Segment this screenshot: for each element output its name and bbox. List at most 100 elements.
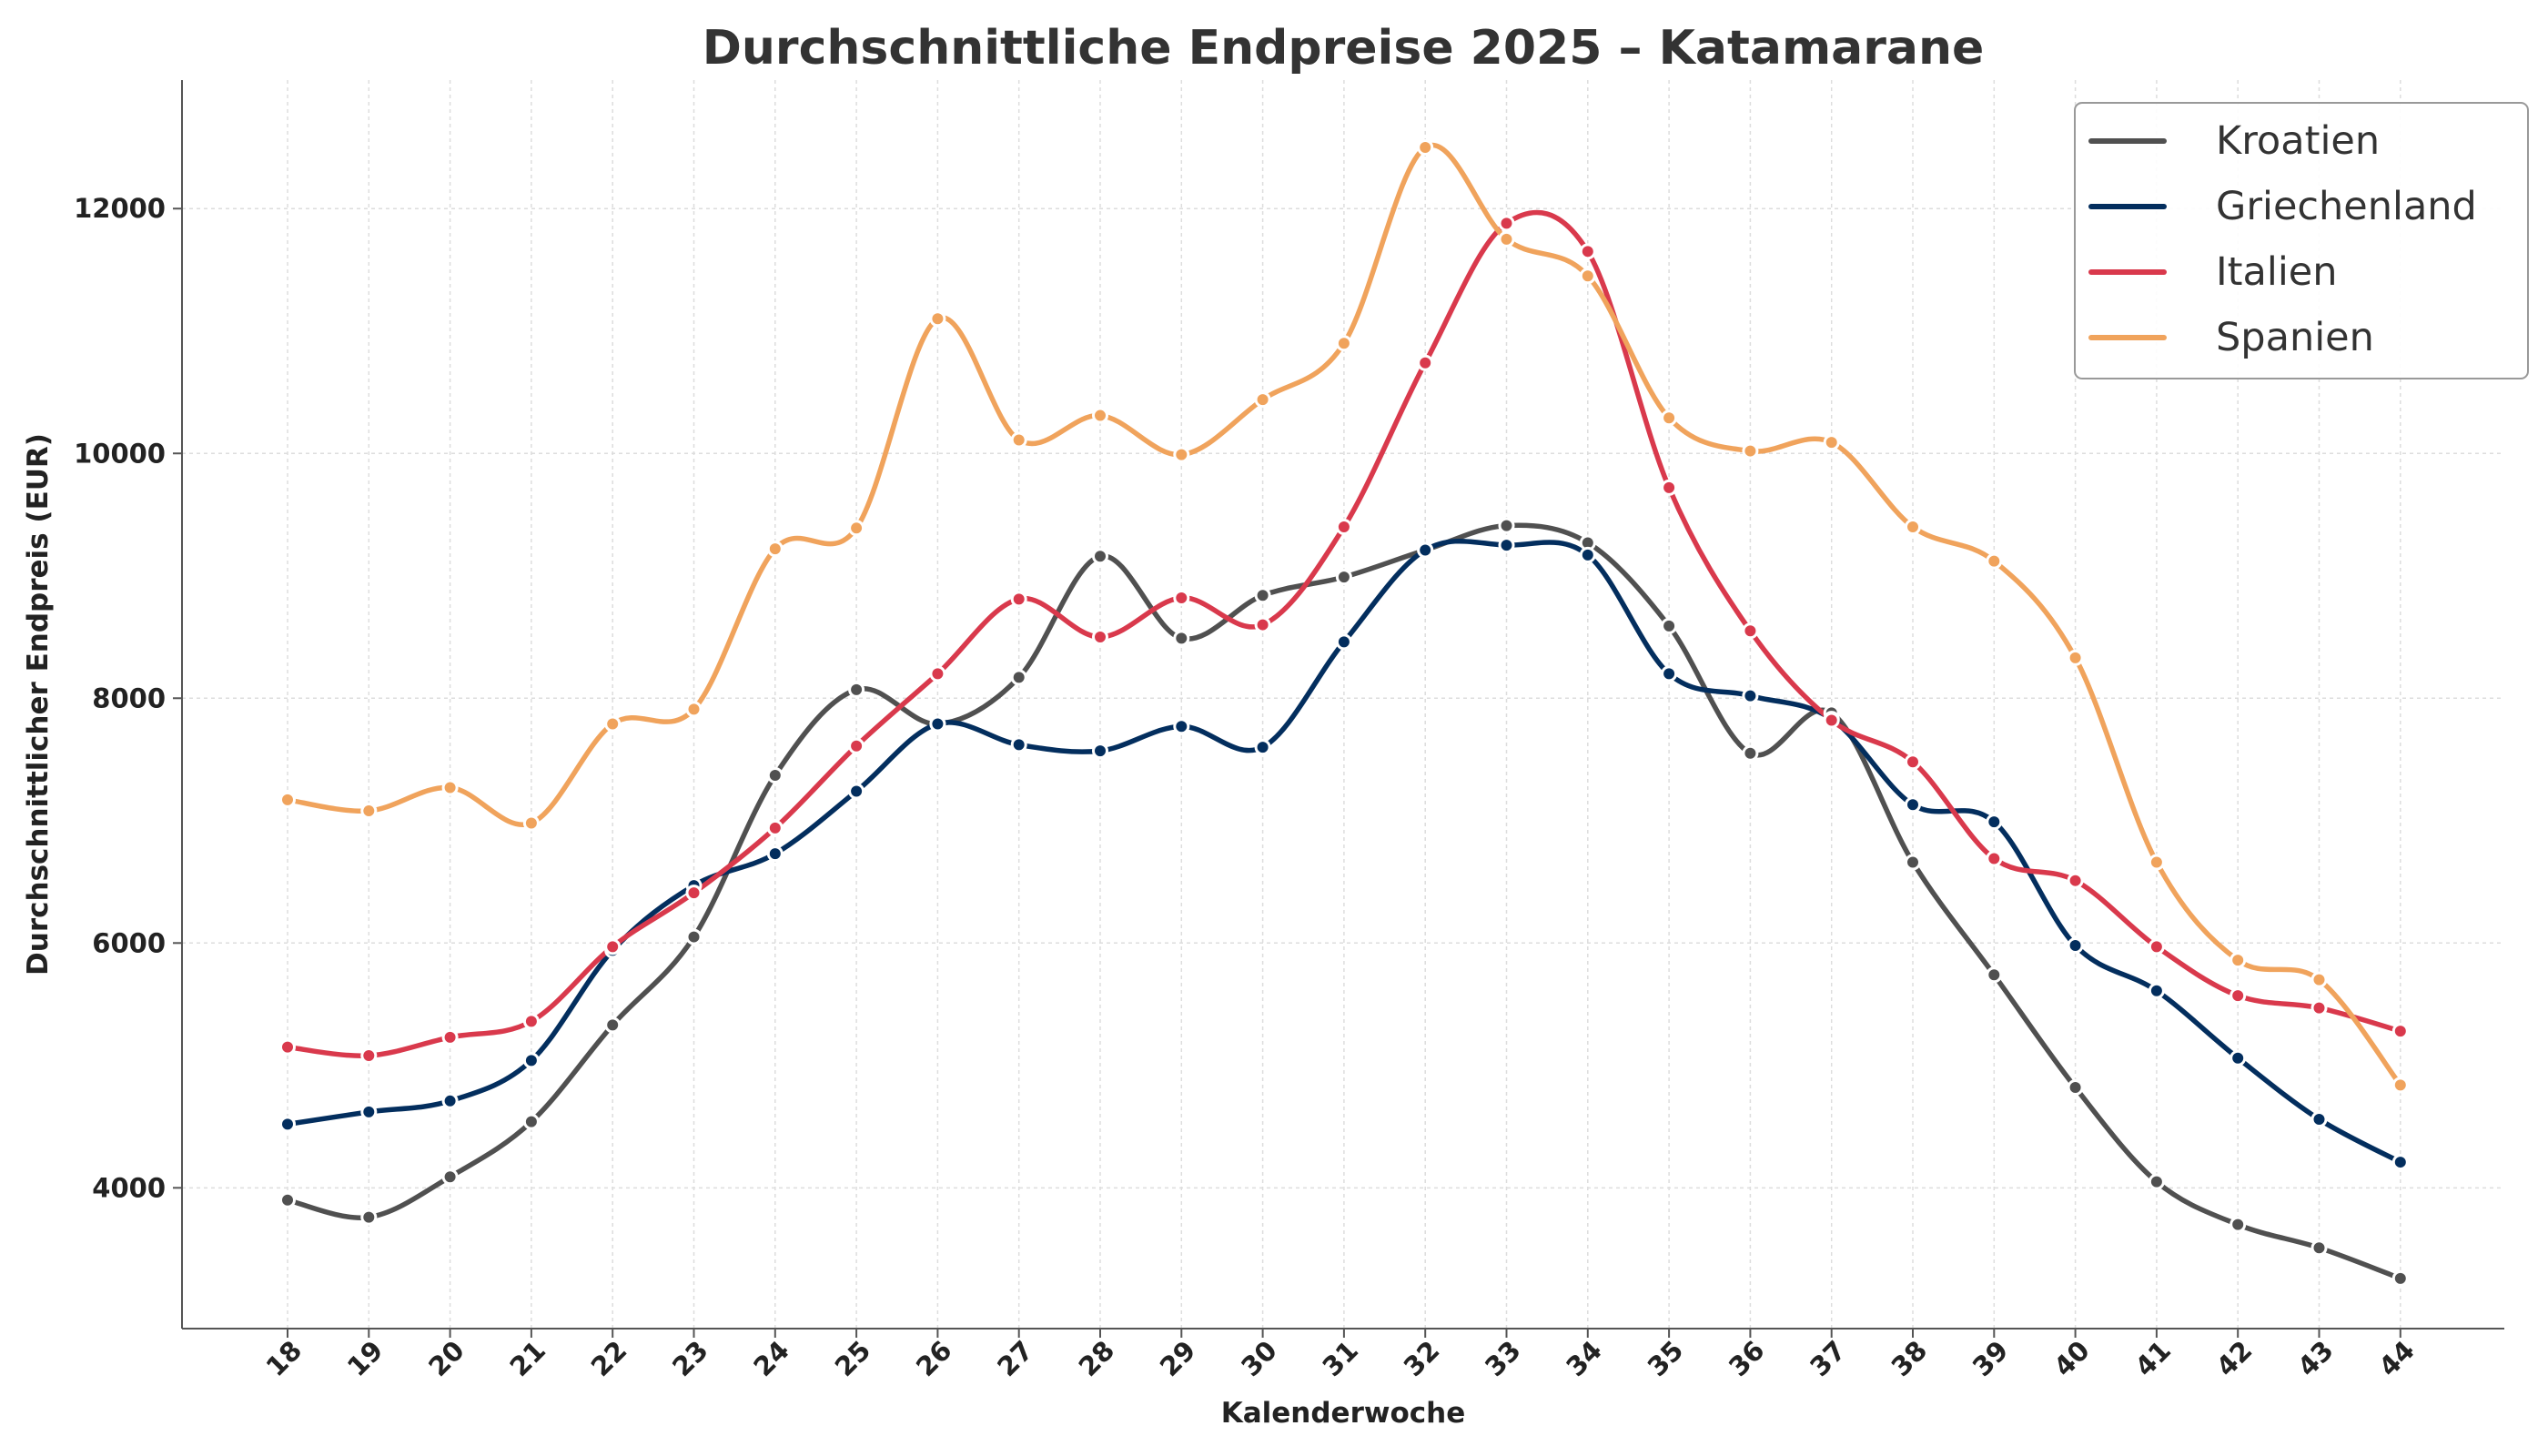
data-point-spanien (1254, 391, 1271, 409)
data-point-italien (848, 737, 865, 754)
data-point-kroatien (1905, 854, 1921, 871)
data-point-kroatien (1335, 569, 1352, 586)
data-point-griechenland (1010, 736, 1027, 753)
data-point-spanien (1173, 446, 1190, 463)
data-point-griechenland (1173, 718, 1190, 735)
data-point-kroatien (2148, 1173, 2165, 1190)
data-point-griechenland (2230, 1049, 2247, 1067)
series-line-griechenland (285, 538, 2403, 1165)
data-point-spanien (685, 701, 703, 718)
data-point-kroatien (1742, 744, 1759, 762)
data-point-griechenland (1661, 665, 1678, 682)
data-point-kroatien (2230, 1216, 2247, 1233)
data-point-italien (929, 665, 946, 682)
data-point-kroatien (604, 1016, 622, 1034)
data-point-spanien (1498, 230, 1515, 248)
data-point-italien (2310, 999, 2328, 1016)
data-point-griechenland (2148, 982, 2165, 999)
data-point-italien (1173, 589, 1190, 606)
legend-label-italien: Italien (2216, 249, 2338, 295)
data-point-spanien (1661, 410, 1678, 427)
data-point-italien (685, 885, 703, 902)
data-point-spanien (848, 520, 865, 537)
legend-label-spanien: Spanien (2216, 315, 2374, 360)
legend-box (2074, 102, 2529, 379)
data-point-italien (1579, 243, 1596, 260)
data-point-kroatien (522, 1113, 540, 1130)
x-axis-label: Kalenderwoche (1221, 1397, 1466, 1430)
data-point-kroatien (2067, 1079, 2084, 1097)
data-point-griechenland (360, 1103, 378, 1120)
data-point-griechenland (1742, 687, 1759, 704)
data-point-italien (1823, 712, 1840, 729)
data-point-italien (1498, 215, 1515, 232)
data-point-griechenland (1579, 546, 1596, 563)
data-point-italien (1742, 622, 1759, 640)
data-point-griechenland (766, 845, 784, 863)
series-markers (279, 138, 2409, 1287)
data-point-griechenland (1986, 814, 2003, 831)
data-point-spanien (1335, 335, 1352, 352)
legend-label-kroatien: Kroatien (2216, 118, 2380, 164)
data-point-griechenland (1335, 633, 1352, 651)
data-point-kroatien (1986, 966, 2003, 984)
data-point-kroatien (1661, 617, 1678, 634)
data-point-italien (766, 819, 784, 836)
y-tick-label: 6000 (92, 927, 166, 958)
data-point-griechenland (522, 1052, 540, 1069)
data-point-spanien (1417, 138, 1434, 156)
data-point-spanien (929, 310, 946, 328)
data-point-spanien (604, 715, 622, 733)
data-point-kroatien (279, 1191, 296, 1208)
data-point-spanien (1010, 431, 1027, 449)
data-point-italien (2148, 938, 2165, 956)
data-point-kroatien (685, 928, 703, 945)
y-tick-label: 8000 (92, 682, 166, 713)
data-point-spanien (2391, 1077, 2409, 1094)
data-point-italien (1417, 354, 1434, 371)
data-point-spanien (360, 803, 378, 820)
data-point-spanien (1092, 407, 1108, 424)
data-point-spanien (766, 541, 784, 558)
data-point-italien (604, 938, 622, 956)
data-point-spanien (2230, 952, 2247, 969)
data-point-italien (1092, 629, 1108, 646)
data-point-italien (279, 1038, 296, 1056)
data-point-griechenland (2310, 1110, 2328, 1127)
data-point-spanien (1579, 268, 1596, 285)
data-point-spanien (279, 791, 296, 808)
series-line-italien (285, 209, 2403, 1058)
data-point-griechenland (279, 1116, 296, 1133)
y-tick-label: 12000 (74, 193, 166, 224)
data-point-kroatien (441, 1168, 459, 1186)
y-axis-label: Durchschnittlicher Endpreis (EUR) (22, 433, 55, 976)
data-point-spanien (1742, 442, 1759, 460)
data-point-kroatien (766, 767, 784, 784)
data-point-spanien (522, 814, 540, 832)
data-point-italien (2067, 872, 2084, 889)
data-point-italien (1010, 591, 1027, 608)
data-point-italien (1661, 479, 1678, 496)
data-point-italien (441, 1028, 459, 1046)
legend: Kroatien Griechenland Italien Spanien (2074, 102, 2529, 379)
data-point-italien (2391, 1023, 2409, 1040)
data-point-griechenland (1498, 537, 1515, 554)
data-point-italien (360, 1047, 378, 1065)
data-point-spanien (441, 779, 459, 796)
data-point-spanien (2310, 971, 2328, 988)
data-point-kroatien (1092, 548, 1108, 565)
data-point-italien (1905, 753, 1921, 771)
data-point-kroatien (848, 681, 865, 698)
data-point-griechenland (441, 1092, 459, 1109)
data-point-kroatien (2391, 1269, 2409, 1287)
grid-lines (182, 80, 2504, 1329)
data-point-italien (522, 1013, 540, 1030)
data-point-kroatien (1173, 630, 1190, 647)
data-point-griechenland (848, 783, 865, 800)
data-point-italien (2230, 987, 2247, 1005)
chart-title: Durchschnittliche Endpreise 2025 – Katam… (703, 21, 1985, 76)
data-point-griechenland (929, 715, 946, 733)
y-ticks: 4000 6000 8000 10000 12000 (74, 193, 182, 1203)
data-point-kroatien (1254, 587, 1271, 604)
